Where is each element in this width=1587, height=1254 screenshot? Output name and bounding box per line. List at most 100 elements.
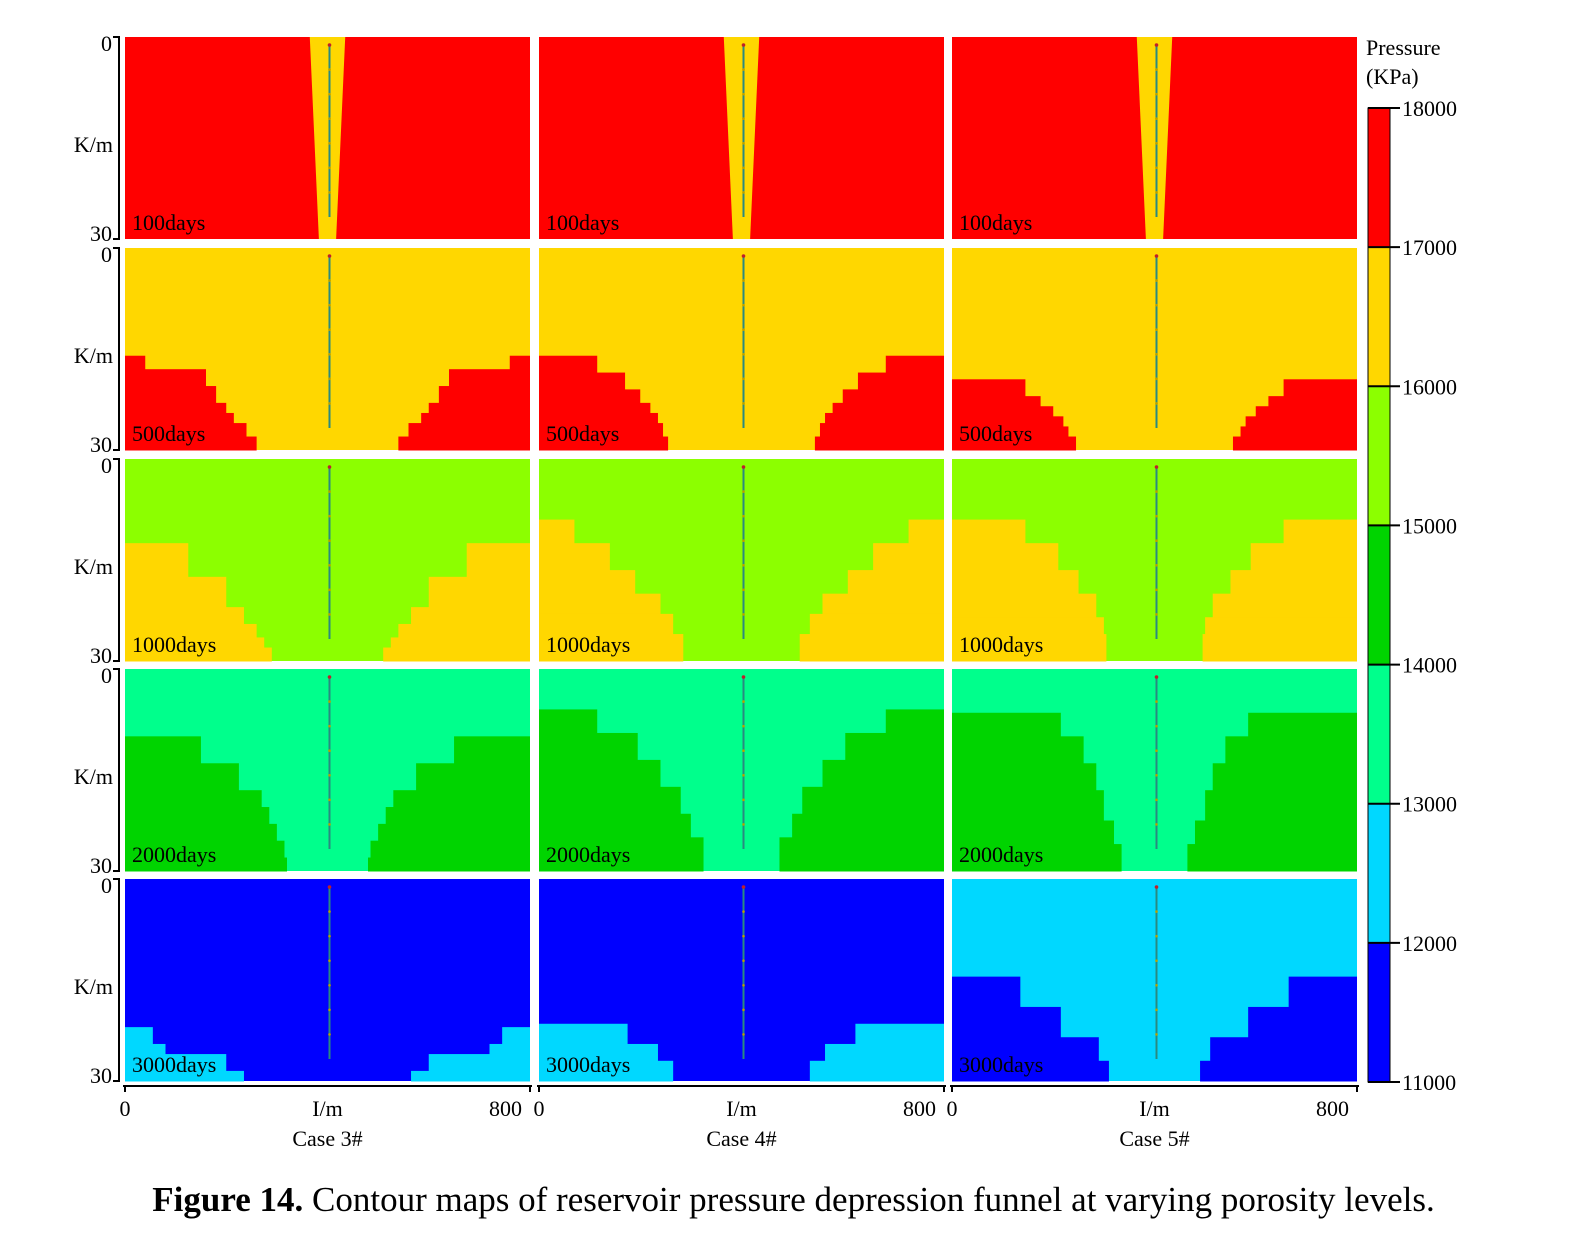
zone-step-left <box>125 412 234 424</box>
zone-step-left <box>539 813 691 838</box>
case-label: Case 4# <box>706 1126 776 1151</box>
well-perforation <box>742 490 745 493</box>
colorbar: 18000 17000 16000 15000 14000 13000 12000 11000… <box>1366 35 1457 1095</box>
y-tick-label: 30 <box>90 853 112 878</box>
colorbar-tick-label: 18000 <box>1402 96 1457 121</box>
zone-step-left <box>952 379 1026 397</box>
pressure-funnel <box>309 37 346 239</box>
colorbar-tick-label: 14000 <box>1402 653 1457 678</box>
zone-step-right <box>825 1043 944 1062</box>
caption-text: Contour maps of reservoir pressure depre… <box>312 1180 1435 1219</box>
zone-step-right <box>1245 416 1357 427</box>
zone-step-right <box>1255 406 1357 417</box>
well-perforation <box>328 934 331 938</box>
zone-step-left <box>952 396 1041 407</box>
well-perforation <box>742 352 745 356</box>
zone-step-right <box>1232 436 1357 451</box>
well-perforation <box>742 563 745 567</box>
zone-step-left <box>952 790 1104 821</box>
zone-step-left <box>539 786 681 815</box>
zone-step-right <box>1212 593 1357 618</box>
zone-step-right <box>1248 712 1357 737</box>
well-perforation <box>328 68 331 71</box>
time-label: 1000days <box>546 632 630 657</box>
well-perforation <box>742 910 745 913</box>
well-perforation <box>328 166 331 170</box>
x-tick-label: 800 <box>903 1096 936 1121</box>
panel-case3-3000days: 3000days <box>125 879 530 1082</box>
well-perforation <box>328 328 331 332</box>
panel-case4-1000days: 1000days <box>539 459 944 662</box>
zone-step-left <box>952 543 1059 571</box>
panel-case5-2000days: 2000days <box>952 669 1357 872</box>
y-tick-label: 0 <box>101 873 112 898</box>
zone-step-right <box>393 790 530 808</box>
well-perforation <box>1155 724 1158 728</box>
well-head <box>327 675 332 679</box>
zone-step-right <box>454 736 530 764</box>
well-perforation <box>742 724 745 728</box>
well-head <box>327 465 332 469</box>
panel-case5-100days: 100days <box>952 37 1357 239</box>
well-perforation <box>1155 377 1158 381</box>
zone-step-right <box>1205 790 1357 821</box>
well-perforation <box>742 68 745 71</box>
well-perforation <box>742 1033 745 1036</box>
zone-step-left <box>539 519 575 544</box>
well-perforation <box>1155 191 1158 194</box>
time-label: 3000days <box>132 1052 216 1077</box>
well-perforation <box>742 141 745 145</box>
well-perforation <box>742 588 745 592</box>
zone-step-left <box>125 423 247 438</box>
zone-step-right <box>421 412 530 424</box>
zone-step-left <box>539 1060 674 1082</box>
x-tick-label: 0 <box>534 1096 545 1121</box>
time-label: 500days <box>959 421 1032 446</box>
well-perforation <box>1155 700 1158 703</box>
zone-step-left <box>125 823 277 842</box>
zone-step-left <box>125 840 285 859</box>
zone-step-right <box>411 607 530 625</box>
well-head <box>741 465 746 469</box>
case-label: Case 3# <box>292 1126 362 1151</box>
well-perforation <box>328 1008 331 1012</box>
zone-step-left <box>539 709 598 734</box>
well-perforation <box>328 402 331 405</box>
y-tick-label: 0 <box>101 242 112 267</box>
zone-step-right <box>845 732 944 761</box>
y-axis-label: K/m <box>74 132 113 157</box>
zone-step-left <box>952 844 1122 872</box>
well-perforation <box>742 613 745 616</box>
zone-step-left <box>125 1054 227 1072</box>
well-head <box>1154 885 1159 889</box>
panel-case4-500days: 500days <box>539 248 944 451</box>
colorbar-unit: (KPa) <box>1366 64 1419 89</box>
well-perforation <box>328 141 331 145</box>
panel-case4-3000days: 3000days <box>539 879 944 1082</box>
y-tick-label: 30 <box>90 643 112 668</box>
colorbar-tick-label: 17000 <box>1402 235 1457 260</box>
well-perforation <box>328 983 331 987</box>
well-head <box>741 675 746 679</box>
well-perforation <box>328 798 331 802</box>
zone-step-right <box>1240 426 1357 438</box>
time-label: 1000days <box>959 632 1043 657</box>
well-perforation <box>1155 92 1158 96</box>
zone-step-left <box>952 1060 1109 1082</box>
zone-step-left <box>952 617 1104 635</box>
zone-step-left <box>125 790 262 808</box>
zone-step-left <box>125 1070 244 1082</box>
zone-step-left <box>952 712 1061 737</box>
zone-step-left <box>125 436 257 451</box>
well-perforation <box>742 539 745 543</box>
well-head <box>741 885 746 889</box>
zone-step-left <box>952 426 1069 438</box>
colorbar-band <box>1368 664 1390 804</box>
well-perforation <box>328 1033 331 1036</box>
pressure-funnel <box>1136 37 1173 239</box>
zone-step-left <box>952 519 1026 544</box>
zone-step-right <box>885 355 944 374</box>
zone-step-left <box>539 732 638 761</box>
colorbar-band <box>1368 247 1390 387</box>
